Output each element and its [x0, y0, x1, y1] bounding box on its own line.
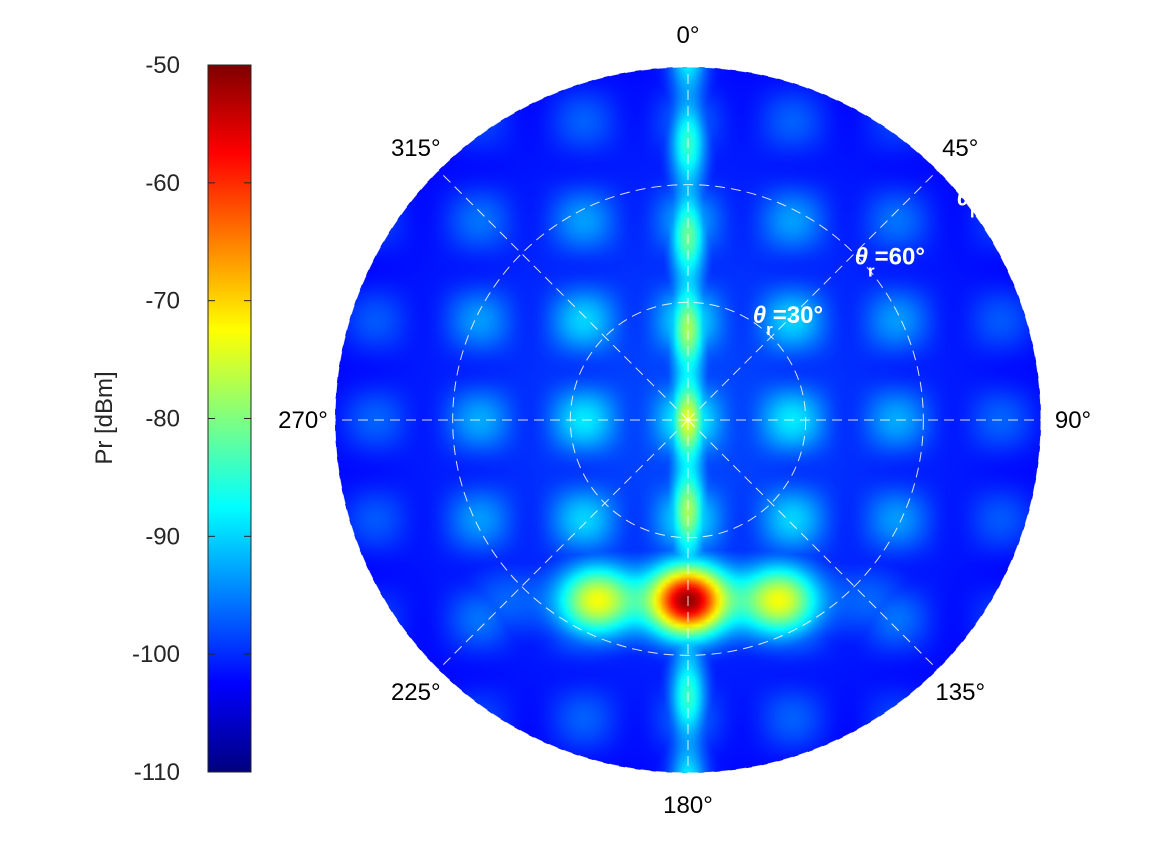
ring-label-value: =30° — [773, 302, 823, 329]
angular-grid-line — [438, 419, 689, 670]
angle-label: 135° — [935, 679, 985, 706]
ring-label-value: =90° — [977, 185, 1027, 212]
angle-labels: 0° 45° 90° 135° 180° 225° 270° 315° — [278, 22, 1091, 819]
angle-label: 90° — [1055, 407, 1091, 434]
ring-label-subscript: r — [868, 261, 875, 280]
colorbar-tick-label: -50 — [145, 52, 180, 79]
colorbar: -50 -60 -70 -80 -90 -100 -110 Pr [dBm] — [91, 52, 252, 786]
colorbar-label: Pr [dBm] — [91, 371, 118, 464]
angle-label: 45° — [942, 135, 978, 162]
angular-grid-line — [438, 170, 689, 421]
angle-label: 315° — [391, 135, 441, 162]
angle-label: 0° — [677, 22, 700, 49]
colorbar-tick-label: -100 — [132, 641, 180, 668]
radial-grid-circle — [452, 184, 924, 656]
colorbar-gradient — [207, 64, 252, 773]
polar-grid — [334, 66, 1042, 774]
colorbar-tick-label: -60 — [145, 170, 180, 197]
ring-labels: θr=30°θr=60°θr=90° — [753, 185, 1027, 340]
angular-grid-line — [687, 419, 938, 670]
ring-label-subscript: r — [766, 320, 773, 339]
ring-label: θr=60° — [855, 243, 925, 280]
colorbar-tick-label: -90 — [145, 523, 180, 550]
ring-label-symbol: θ — [855, 243, 868, 270]
colorbar-tick-label: -110 — [134, 759, 180, 786]
ring-label-subscript: r — [970, 203, 977, 222]
ring-label-symbol: θ — [753, 302, 766, 329]
angle-label: 180° — [663, 792, 713, 819]
angle-label: 270° — [278, 407, 328, 434]
ring-label-symbol: θ — [957, 185, 970, 212]
ring-label: θr=30° — [753, 302, 823, 339]
colorbar-tick-label: -70 — [145, 288, 180, 315]
angle-label: 225° — [391, 679, 441, 706]
colorbar-tick-label: -80 — [145, 406, 180, 433]
ring-label: θr=90° — [957, 185, 1027, 222]
colorbar-ticks: -50 -60 -70 -80 -90 -100 -110 — [132, 52, 251, 786]
angular-grid-line — [687, 170, 938, 421]
ring-label-value: =60° — [875, 243, 925, 270]
polar-plot: 0°45°90°135°180°225°270°315° θr=30°θr=60… — [278, 22, 1091, 819]
